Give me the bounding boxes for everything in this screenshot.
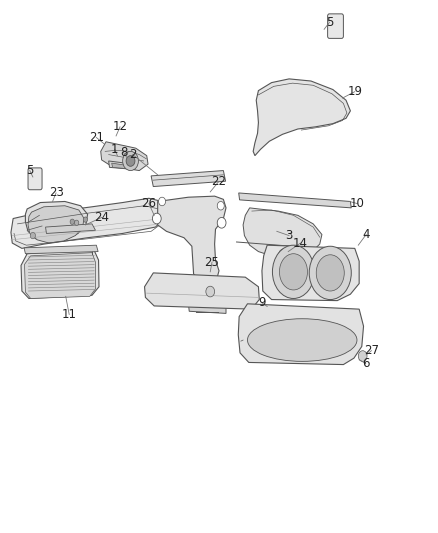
Polygon shape <box>188 303 226 313</box>
Text: 10: 10 <box>350 197 365 210</box>
FancyBboxPatch shape <box>328 14 343 38</box>
Polygon shape <box>145 273 259 309</box>
Ellipse shape <box>272 245 314 298</box>
Text: 14: 14 <box>293 237 308 249</box>
Polygon shape <box>239 193 351 208</box>
Text: 12: 12 <box>113 120 127 133</box>
Text: 4: 4 <box>362 228 370 241</box>
Polygon shape <box>279 256 293 277</box>
Text: 9: 9 <box>258 296 266 309</box>
Polygon shape <box>28 206 84 243</box>
Polygon shape <box>238 304 364 365</box>
Polygon shape <box>11 198 166 248</box>
Circle shape <box>217 201 224 210</box>
Polygon shape <box>151 171 226 187</box>
Text: 3: 3 <box>286 229 293 242</box>
Polygon shape <box>253 79 350 156</box>
Polygon shape <box>25 253 95 298</box>
Ellipse shape <box>309 246 351 300</box>
Text: 23: 23 <box>49 187 64 199</box>
Text: 8: 8 <box>120 146 127 159</box>
Ellipse shape <box>279 254 307 290</box>
Polygon shape <box>262 245 359 301</box>
Text: 22: 22 <box>212 175 226 188</box>
Ellipse shape <box>279 248 293 259</box>
Polygon shape <box>24 245 98 254</box>
Polygon shape <box>158 196 226 281</box>
Text: 5: 5 <box>26 164 33 177</box>
Ellipse shape <box>316 255 344 291</box>
Circle shape <box>159 197 166 206</box>
Circle shape <box>30 232 35 239</box>
Circle shape <box>83 217 88 222</box>
Text: 21: 21 <box>89 131 104 144</box>
Polygon shape <box>172 278 223 289</box>
Text: 11: 11 <box>62 308 77 321</box>
FancyBboxPatch shape <box>28 168 42 190</box>
Circle shape <box>152 213 161 224</box>
Circle shape <box>358 351 367 361</box>
Polygon shape <box>109 161 135 169</box>
Ellipse shape <box>247 319 357 361</box>
Polygon shape <box>101 142 148 171</box>
Text: 2: 2 <box>129 148 137 161</box>
Polygon shape <box>243 208 322 257</box>
Circle shape <box>123 151 138 171</box>
Circle shape <box>217 217 226 228</box>
Text: 1: 1 <box>111 143 119 156</box>
Polygon shape <box>21 249 99 298</box>
Polygon shape <box>46 224 95 233</box>
Text: 25: 25 <box>205 256 219 269</box>
Text: 6: 6 <box>362 357 370 370</box>
Circle shape <box>206 286 215 297</box>
Circle shape <box>126 156 135 166</box>
Polygon shape <box>25 201 88 242</box>
Text: 27: 27 <box>364 344 379 357</box>
Text: 26: 26 <box>141 197 156 210</box>
Circle shape <box>70 219 74 224</box>
Text: 24: 24 <box>94 211 109 224</box>
Polygon shape <box>112 163 130 169</box>
Text: 5: 5 <box>326 16 333 29</box>
Text: 19: 19 <box>347 85 362 98</box>
Circle shape <box>74 220 79 225</box>
